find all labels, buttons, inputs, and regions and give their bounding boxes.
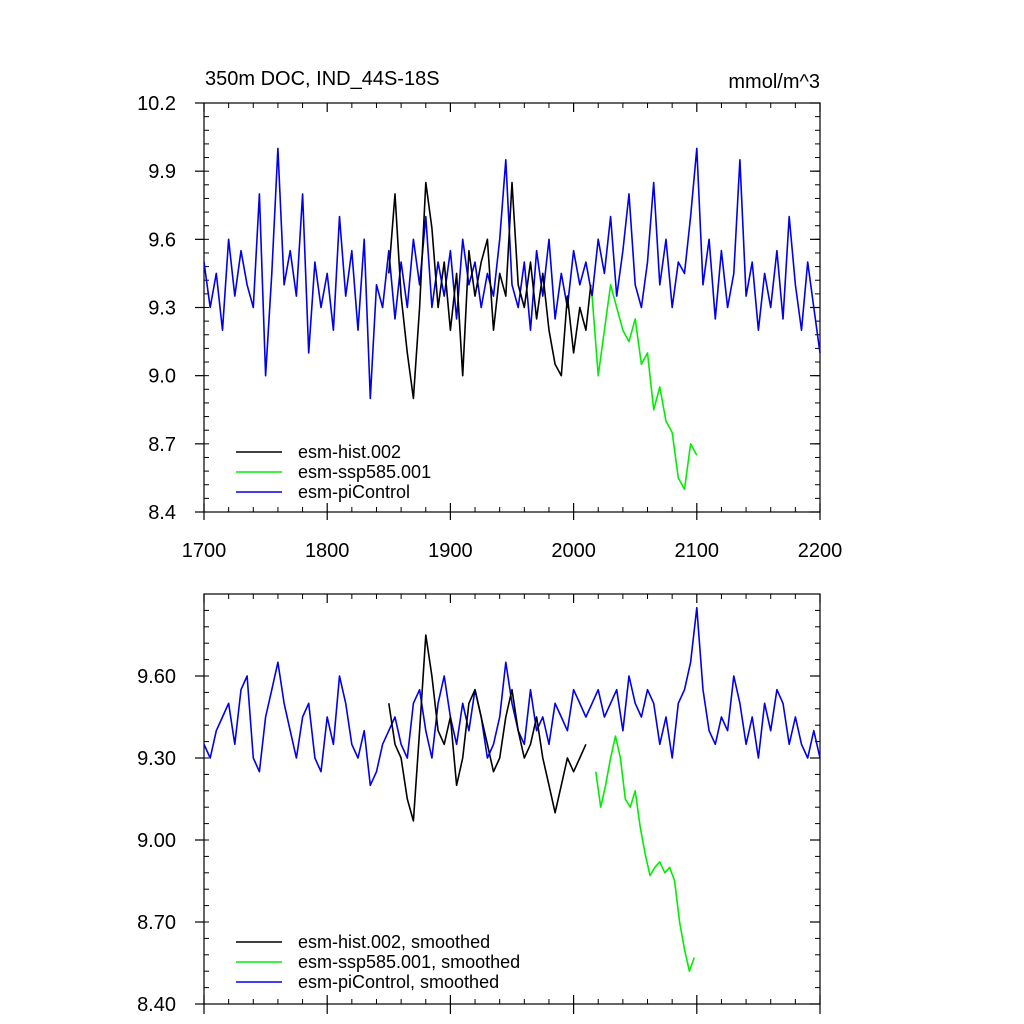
series-line-0 (388, 181, 592, 400)
chart-title: 350m DOC, IND_44S-18S (205, 68, 440, 90)
ticks-bottom: 8.40 8.70 9.00 9.30 9.60 (137, 593, 821, 1016)
x-tick-label: 2200 (798, 540, 843, 562)
series-bottom (203, 606, 821, 973)
legend-label: esm-hist.002 (298, 442, 401, 462)
series-line-1 (595, 735, 696, 973)
y-tick-label: 8.7 (148, 434, 176, 456)
x-tick-label: 1800 (305, 540, 350, 562)
legend-label: esm-piControl, smoothed (298, 972, 499, 992)
ticks-top: 1700 1800 1900 2000 2100 2200 8.4 8.7 9.0 9.3 9.6 9… (137, 93, 842, 562)
series-line-2 (203, 606, 821, 787)
legend-label: esm-ssp585.001, smoothed (298, 952, 520, 972)
units-label: mmol/m^3 (728, 71, 820, 93)
panel-bottom: 8.40 8.70 9.00 9.30 9.60 esm-hist.002, smoot… (137, 593, 821, 1016)
x-tick-label: 1900 (428, 540, 473, 562)
series-line-0 (388, 634, 587, 822)
plot-frame-bottom (203, 593, 821, 1005)
x-tick-label: 2100 (675, 540, 720, 562)
y-tick-label: 8.40 (137, 994, 176, 1016)
y-tick-label: 9.6 (148, 229, 176, 251)
series-line-2 (203, 147, 821, 400)
y-tick-label: 8.70 (137, 912, 176, 934)
series-top (203, 147, 821, 491)
y-tick-label: 9.60 (137, 666, 176, 688)
y-tick-label: 9.9 (148, 161, 176, 183)
y-tick-label: 9.00 (137, 830, 176, 852)
panel-top: 350m DOC, IND_44S-18S mmol/m^3 1700 1800 1… (137, 68, 842, 562)
y-tick-label: 9.0 (148, 366, 176, 388)
legend-label: esm-hist.002, smoothed (298, 932, 490, 952)
legend-label: esm-ssp585.001 (298, 462, 431, 482)
x-tick-label: 2000 (551, 540, 596, 562)
series-line-1 (591, 283, 698, 491)
y-tick-label: 9.30 (137, 748, 176, 770)
legend-label: esm-piControl (298, 482, 410, 502)
x-tick-label: 1700 (182, 540, 227, 562)
y-tick-label: 10.2 (137, 93, 176, 115)
y-tick-label: 9.3 (148, 298, 176, 320)
y-tick-label: 8.4 (148, 502, 176, 524)
